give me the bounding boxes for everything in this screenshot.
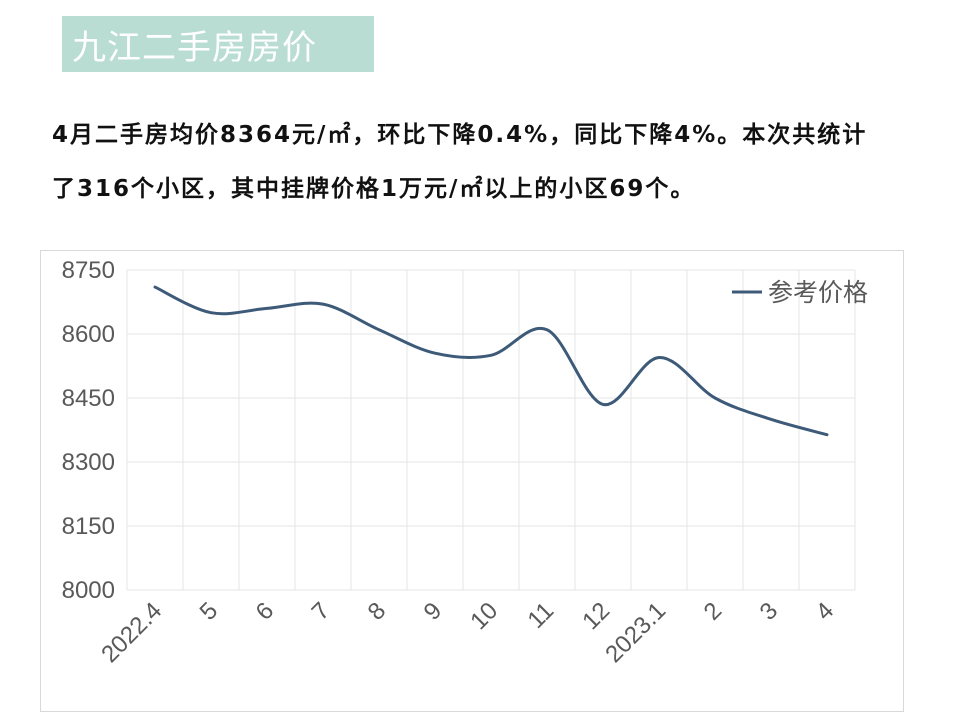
title-banner: 九江二手房房价	[62, 16, 374, 72]
x-tick-label: 10	[465, 597, 503, 635]
y-tick-label: 8300	[62, 449, 115, 476]
summary-paragraph: 4月二手房均价8364元/㎡，环比下降0.4%，同比下降4%。本次共统计了316…	[52, 122, 868, 202]
page-title: 九江二手房房价	[72, 27, 317, 68]
x-tick-label: 12	[577, 597, 615, 635]
x-tick-label: 7	[307, 597, 336, 626]
legend: 参考价格	[732, 278, 868, 307]
x-tick-label: 6	[251, 597, 280, 626]
y-tick-label: 8600	[62, 321, 115, 348]
y-tick-label: 8750	[62, 257, 115, 284]
x-tick-label: 9	[419, 597, 448, 626]
y-tick-label: 8450	[62, 385, 115, 412]
legend-label: 参考价格	[768, 278, 868, 307]
x-tick-label: 2	[699, 597, 728, 626]
price-line-chart: 8000 8150 8300 8450 8600 8750 2022.4 5 6 7 8 9 10 11…	[62, 257, 868, 668]
x-tick-label: 3	[755, 597, 784, 626]
grid	[126, 269, 856, 591]
x-tick-label: 5	[195, 597, 224, 626]
series-line	[153, 285, 829, 437]
x-tick-label: 2022.4	[96, 597, 167, 668]
y-axis: 8000 8150 8300 8450 8600 8750	[62, 257, 115, 604]
x-tick-label: 11	[523, 597, 560, 634]
x-tick-label: 2023.1	[600, 597, 671, 668]
x-tick-label: 8	[363, 597, 392, 626]
x-tick-label: 4	[811, 597, 840, 626]
chart-frame	[40, 250, 904, 712]
y-tick-label: 8150	[62, 513, 115, 540]
y-tick-label: 8000	[62, 577, 115, 604]
